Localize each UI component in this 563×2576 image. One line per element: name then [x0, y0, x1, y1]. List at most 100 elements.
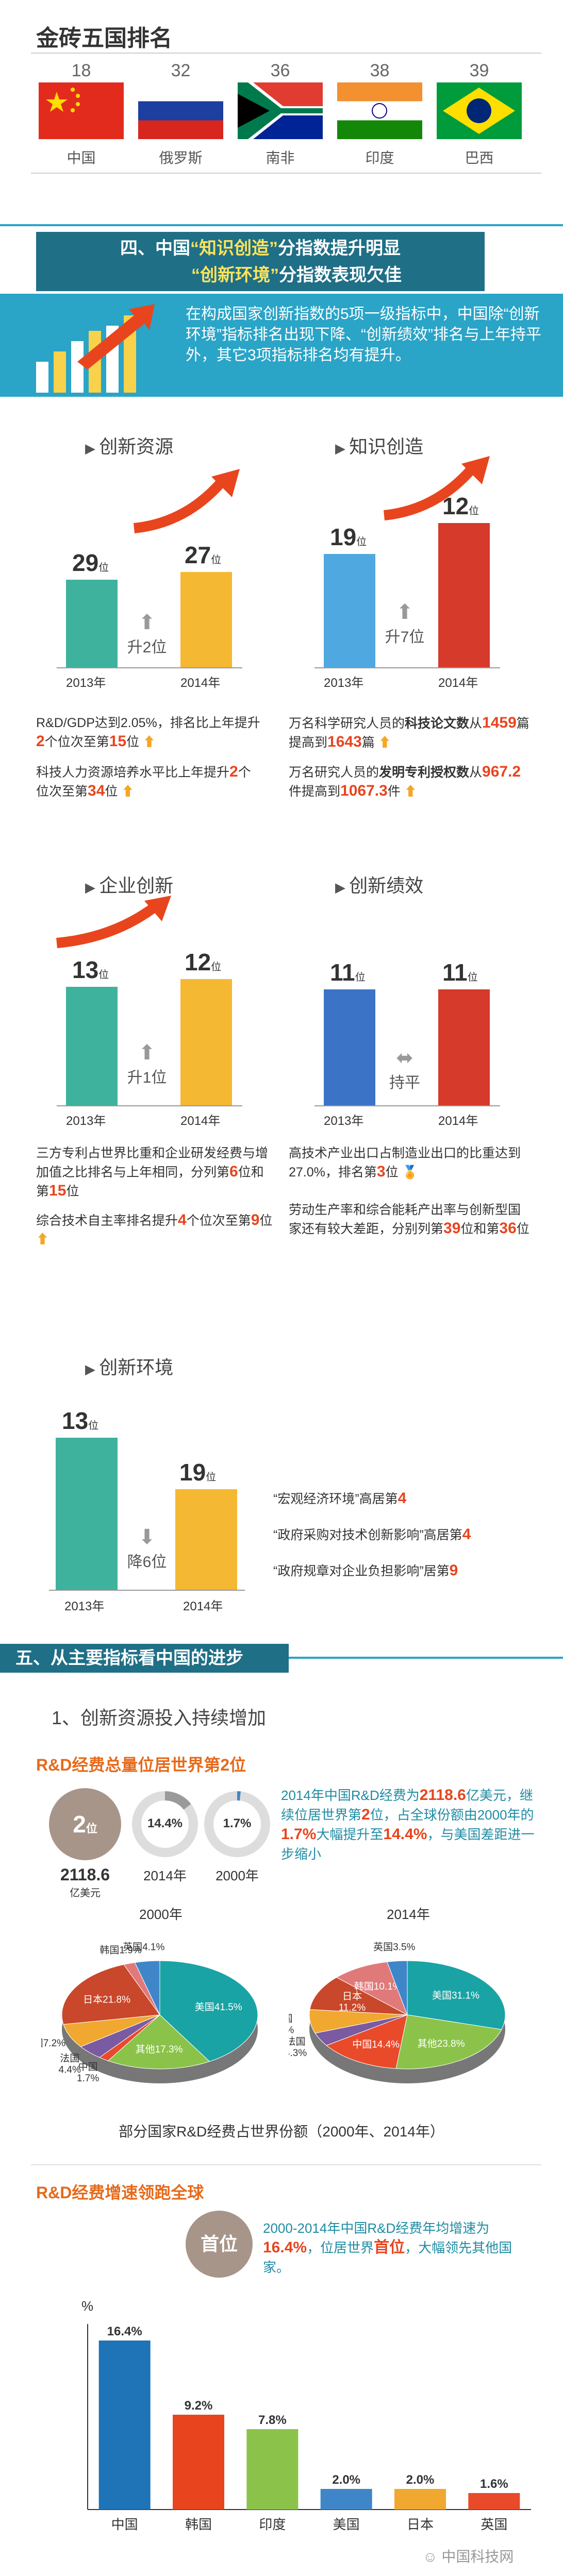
data-label: 2.0%	[406, 2473, 435, 2487]
bar-英国	[468, 2493, 520, 2510]
panel-title-knowledge: 知识创造	[335, 432, 423, 459]
bar-2014-performance	[438, 989, 490, 1105]
year-label: 2013年	[324, 1114, 364, 1128]
pie-label: 日本 11.2%	[339, 1991, 366, 2013]
russia-flag-icon	[138, 82, 223, 139]
brazil-flag-icon	[437, 82, 522, 139]
note-knowledge-1: 万名科学研究人员的科技论文数从1459篇提高到1643篇 ⬆	[289, 714, 529, 750]
year-label: 2014年	[180, 676, 221, 690]
section4-banner: 四、中国“知识创造”分指数提升明显 “创新环境”分指数表现欠佳	[36, 232, 485, 291]
note-environment-3: “政府规章对企业负担影响”居第9	[273, 1562, 458, 1579]
year-label: 2014年	[183, 1600, 223, 1613]
pie-chart-2014: 美国31.1% 其他23.8% 中国14.4% 法国4.3%德国7.5% 日本11.2%…	[289, 1941, 506, 2083]
bar-美国	[320, 2489, 372, 2510]
bar-2014-resource	[180, 572, 232, 667]
year-label: 2013年	[64, 1600, 105, 1613]
rank-2013-enterprise: 13位	[72, 956, 109, 983]
bar-2013-resource	[66, 580, 118, 667]
pie-2014-title: 2014年	[387, 1907, 430, 1922]
data-label: 9.2%	[185, 2399, 213, 2413]
bar-韩国	[173, 2415, 224, 2510]
pie-slice-英国	[387, 1960, 408, 2015]
axis	[314, 1105, 500, 1106]
change-environment: ⬇ 降6位	[124, 1525, 170, 1572]
growth-bar-chart: 16.4% 中国 9.2% 韩国 7.8% 印度 2.0% 美国 2.0% 日本 1.6% 英国	[87, 2324, 531, 2532]
rank-2013-performance: 11位	[330, 959, 366, 986]
share-2014-label: 2014年	[143, 1868, 187, 1883]
rank-2013-resource: 29位	[72, 549, 109, 576]
share-2000-donut	[204, 1791, 270, 1857]
india-flag-icon	[337, 82, 422, 139]
note-enterprise-2: 综合技术自主率排名提升4个位次至第9位 ⬆	[36, 1211, 273, 1247]
golden-title: 金砖五国排名	[36, 26, 172, 51]
category-label: 韩国	[185, 2517, 212, 2532]
axis	[57, 667, 242, 668]
year-label: 2013年	[66, 1114, 106, 1128]
rank-2014-environment: 19位	[179, 1459, 217, 1486]
data-label: 1.6%	[480, 2477, 508, 2491]
panel-title-resource: 创新资源	[85, 432, 173, 459]
rank-2014-performance: 11位	[442, 959, 478, 986]
bar-日本	[394, 2489, 446, 2510]
panel-title-enterprise: 企业创新	[85, 871, 173, 898]
name-russia: 俄罗斯	[159, 150, 203, 166]
note-knowledge-2: 万名研究人员的发明专利授权数从967.2件提高到1067.3件 ⬆	[289, 763, 521, 799]
year-label: 2014年	[180, 1114, 221, 1128]
wechat-icon: ☺	[423, 2549, 438, 2565]
name-china: 中国	[67, 150, 96, 166]
up-arrow-icon: ⬆	[138, 1041, 156, 1064]
note-resource-1: R&D/GDP达到2.05%，排名比上年提升2个位次至第15位 ⬆	[36, 716, 260, 750]
name-brazil: 巴西	[465, 150, 494, 166]
sub1-title: 1、创新资源投入持续增加	[52, 1707, 267, 1728]
data-label: 2.0%	[332, 2473, 360, 2487]
china-flag-icon	[39, 82, 124, 139]
pie-slice-日本	[61, 1964, 160, 2025]
share-2000-value: 1.7%	[223, 1816, 252, 1830]
growth-paragraph: 2000-2014年中国R&D经费年均增速为16.4%，位居世界首位，大幅领先其…	[263, 2220, 512, 2275]
change-knowledge: ⬆ 升7位	[382, 600, 428, 647]
pie-label: 美国31.1%	[432, 1990, 479, 2001]
rank-india: 38	[370, 61, 390, 80]
divider	[31, 173, 541, 174]
change-resource: ⬆ 升2位	[124, 611, 170, 657]
category-label: 中国	[111, 2517, 138, 2532]
pie-label: 中国14.4%	[352, 2039, 400, 2050]
pie-label: 德国7.2%	[41, 2038, 65, 2049]
note-performance-1: 高技术产业出口占制造业出口的比重达到27.0%，排名第3位 🏅	[289, 1146, 521, 1180]
pie-label: 中国 1.7%	[77, 2061, 99, 2084]
south-africa-flag-icon	[238, 82, 323, 139]
rank-brazil: 39	[469, 61, 489, 80]
y-unit: %	[81, 2298, 94, 2314]
medal-icon: 🏅	[402, 1165, 418, 1180]
bar-2013-knowledge	[324, 554, 375, 667]
up-arrow-icon	[56, 896, 171, 948]
pie-slice-日本	[309, 1977, 408, 2015]
change-enterprise: ⬆ 升1位	[124, 1041, 170, 1087]
pie-caption: 部分国家R&D经费占世界份额（2000年、2014年）	[119, 2124, 444, 2140]
share-2014-donut	[132, 1791, 198, 1857]
watermark: ☺ 中国科技网	[423, 2549, 514, 2565]
year-label: 2013年	[66, 676, 106, 690]
rank-2014-knowledge: 12位	[442, 493, 479, 519]
bar-2013-enterprise	[66, 987, 118, 1105]
pie-slice-其他	[395, 2014, 502, 2069]
note-performance-2: 劳动生产率和综合能耗产出率与创新型国家还有较大差距，分别列第39位和第36位	[289, 1203, 529, 1237]
bar-2014-environment	[175, 1489, 237, 1590]
note-resource-2: 科技人力资源培养水平比上年提升2个位次至第34位 ⬆	[36, 763, 251, 799]
growth-badge: 首位	[186, 2211, 253, 2278]
rank-2013-knowledge: 19位	[330, 524, 367, 550]
growth-title: R&D经费增速领跑全球	[36, 2183, 204, 2202]
up-arrow-icon	[383, 456, 490, 520]
pie-slice-美国	[407, 1960, 506, 2030]
axis	[314, 667, 500, 668]
year-label: 2014年	[438, 1114, 478, 1128]
panel-title-environment: 创新环境	[85, 1353, 173, 1379]
category-label: 日本	[407, 2517, 434, 2532]
pie-label: 英国3.5%	[373, 1941, 415, 1952]
pie-2000-title: 2000年	[139, 1907, 183, 1922]
bar-2014-enterprise	[180, 979, 232, 1105]
bar-growth-icon	[36, 304, 155, 393]
panel-title-performance: 创新绩效	[335, 871, 423, 898]
pie-label: 韩国10.1%	[354, 1981, 402, 1992]
data-label: 7.8%	[258, 2413, 287, 2427]
